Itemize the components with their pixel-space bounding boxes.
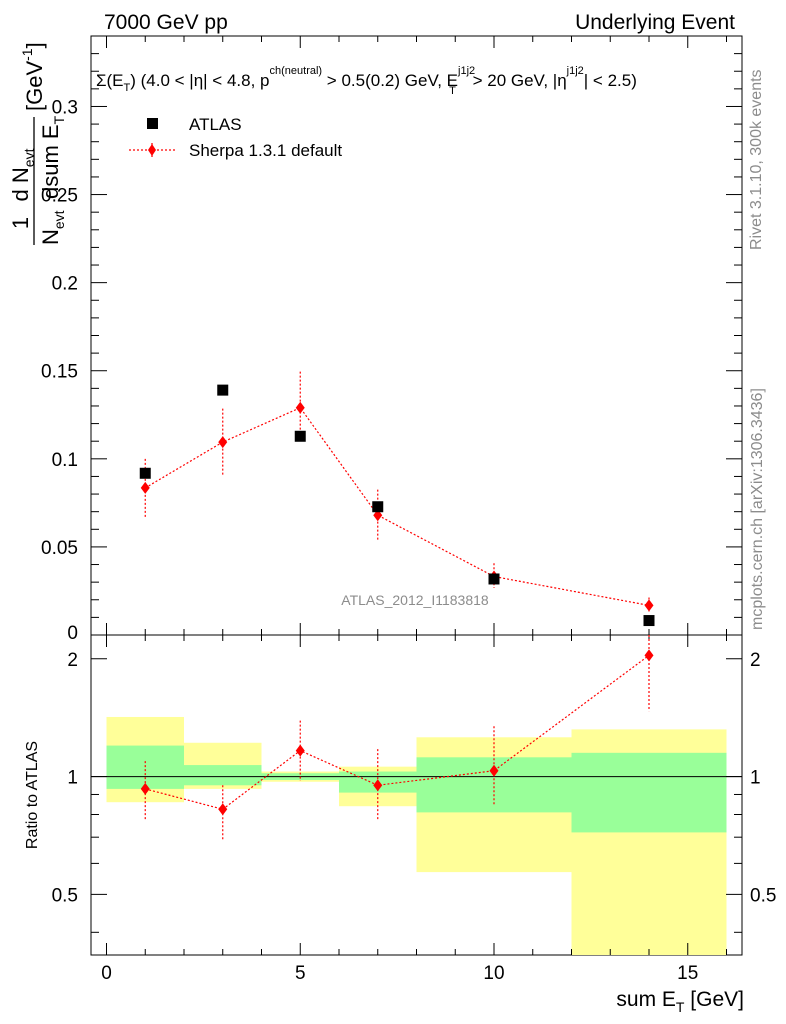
- svg-text:[GeV-1]: [GeV-1]: [19, 42, 47, 111]
- sherpa-point: [295, 401, 305, 414]
- header-right: Underlying Event: [575, 11, 735, 34]
- sherpa-point: [218, 436, 228, 449]
- sherpa-ratio-point: [644, 649, 654, 662]
- svg-text:Nevt: Nevt: [38, 210, 67, 245]
- sherpa-ratio-point: [295, 744, 305, 757]
- svg-text:d Nevt: d Nevt: [8, 148, 37, 201]
- uncertainty-bands: [106, 716, 727, 955]
- mcplots-label: mcplots.cern.ch [arXiv:1306.3436]: [749, 388, 766, 630]
- y-tick-label-main: 0.05: [41, 538, 78, 559]
- legend: ATLAS Sherpa 1.3.1 default: [129, 115, 342, 160]
- atlas-point: [217, 384, 229, 396]
- y-tick-label-main: 0.25: [41, 186, 78, 207]
- atlas-point: [643, 615, 655, 627]
- svg-text:1: 1: [8, 217, 33, 229]
- sherpa-line: [144, 406, 650, 606]
- legend-label-sherpa: Sherpa 1.3.1 default: [189, 141, 342, 160]
- y-tick-label-main: 0.2: [52, 274, 78, 295]
- sherpa-ratio-series: [140, 635, 654, 841]
- header-left: 7000 GeV pp: [104, 11, 228, 34]
- y-tick-label-ratio-right: 1: [750, 768, 761, 789]
- x-tick-label: 0: [101, 963, 112, 984]
- y-tick-label-zero: 0: [67, 623, 78, 644]
- sherpa-ratio-point: [218, 803, 228, 816]
- axis-ticks: [91, 36, 742, 955]
- y-tick-label-main: 0.1: [52, 450, 78, 471]
- x-axis-label: sum ET [GeV]: [616, 988, 744, 1015]
- sherpa-ratio-point: [489, 764, 499, 777]
- tick-labels: 0 5 10 15 0.05 0.1 0.15 0.2 0.25 0.3 0 0.5 0.5 1 1 2 2: [41, 97, 776, 984]
- legend-marker-atlas: [147, 118, 158, 129]
- y-axis-label-main: 1 Nevt d Nevt dsum ET [GeV-1]: [8, 42, 67, 245]
- atlas-point: [488, 573, 500, 585]
- svg-text:dsum ET: dsum ET: [38, 115, 67, 199]
- y-tick-label-ratio: 0.5: [52, 885, 78, 906]
- rivet-label: Rivet 3.1.10, 300k events: [748, 69, 765, 250]
- x-tick-label: 5: [295, 963, 306, 984]
- legend-label-atlas: ATLAS: [189, 115, 242, 134]
- analysis-tag: ATLAS_2012_I1183818: [341, 592, 489, 608]
- band-inner-1: [184, 765, 262, 786]
- sherpa-point: [140, 481, 150, 494]
- atlas-series: [139, 384, 655, 627]
- sherpa-ratio-point: [373, 779, 383, 792]
- y-axis-label-ratio: Ratio to ATLAS: [24, 741, 41, 849]
- x-tick-label: 10: [483, 963, 504, 984]
- y-tick-label-ratio-right: 2: [750, 650, 761, 671]
- sherpa-ratio-point: [140, 782, 150, 795]
- y-tick-label-main: 0.15: [41, 362, 78, 383]
- y-tick-label-main: 0.3: [52, 97, 78, 118]
- atlas-point: [294, 430, 306, 442]
- legend-marker-sherpa: [148, 144, 156, 156]
- atlas-point: [372, 501, 384, 513]
- y-tick-label-ratio: 2: [67, 650, 78, 671]
- sherpa-series: [140, 371, 654, 614]
- cuts-label: Σ(ET) (4.0 < |η| < 4.8, pch(neutral) > 0…: [96, 65, 637, 97]
- sherpa-point: [644, 599, 654, 612]
- y-tick-label-ratio-right: 0.5: [750, 885, 776, 906]
- band-inner-5: [571, 752, 727, 833]
- atlas-point: [139, 467, 151, 479]
- y-tick-label-ratio: 1: [67, 768, 78, 789]
- x-tick-label: 15: [677, 963, 698, 984]
